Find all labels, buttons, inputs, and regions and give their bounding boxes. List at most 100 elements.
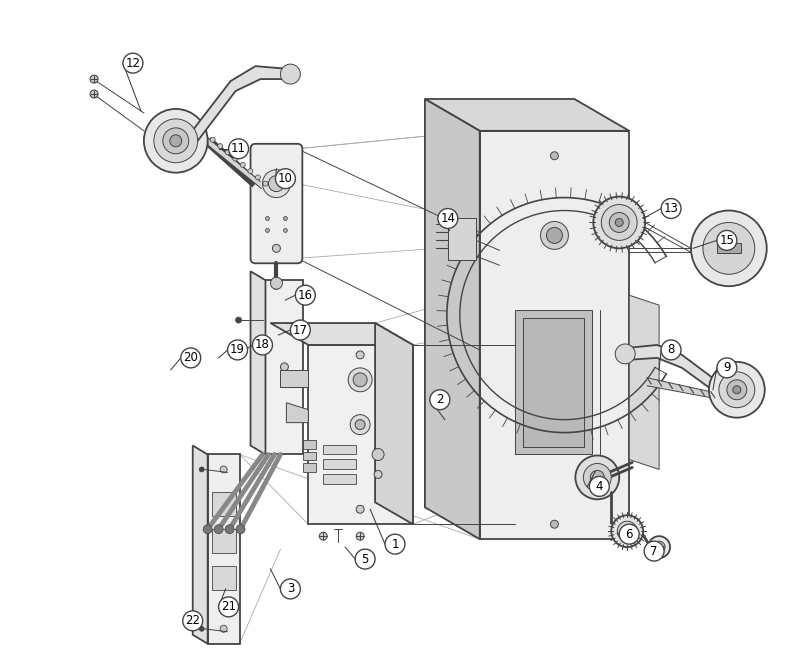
Circle shape (619, 524, 639, 544)
Circle shape (348, 368, 372, 392)
Circle shape (182, 611, 202, 631)
Circle shape (350, 415, 370, 435)
Circle shape (90, 90, 98, 98)
Polygon shape (212, 492, 235, 516)
Circle shape (615, 219, 623, 226)
Text: 6: 6 (626, 528, 633, 541)
Polygon shape (323, 460, 356, 470)
Circle shape (717, 230, 737, 250)
Circle shape (233, 156, 238, 161)
Circle shape (610, 213, 630, 232)
Polygon shape (281, 370, 308, 387)
Text: 4: 4 (595, 480, 603, 493)
Text: 16: 16 (298, 288, 313, 302)
Circle shape (228, 340, 247, 360)
Circle shape (225, 524, 234, 534)
Circle shape (163, 128, 189, 154)
Circle shape (691, 211, 766, 286)
Text: 3: 3 (286, 583, 294, 595)
Circle shape (611, 515, 643, 547)
Polygon shape (425, 99, 480, 539)
Text: 10: 10 (278, 172, 293, 185)
Circle shape (717, 358, 737, 378)
Circle shape (220, 466, 227, 473)
Text: 21: 21 (221, 600, 236, 613)
Polygon shape (630, 295, 659, 470)
Circle shape (356, 351, 364, 359)
Circle shape (727, 380, 746, 400)
Circle shape (262, 170, 290, 197)
Polygon shape (717, 244, 741, 254)
Circle shape (372, 448, 384, 460)
Circle shape (266, 228, 270, 232)
Text: 7: 7 (650, 545, 658, 557)
Circle shape (430, 390, 450, 409)
Text: 5: 5 (362, 553, 369, 565)
Polygon shape (193, 446, 208, 644)
Circle shape (235, 317, 242, 323)
Text: 18: 18 (255, 339, 270, 351)
Circle shape (374, 470, 382, 478)
Text: 13: 13 (664, 202, 678, 215)
Text: 22: 22 (186, 614, 200, 628)
Polygon shape (286, 403, 308, 423)
Circle shape (438, 209, 458, 228)
Text: 1: 1 (391, 538, 398, 551)
Polygon shape (323, 444, 356, 454)
Polygon shape (308, 345, 413, 524)
Circle shape (355, 419, 365, 429)
Circle shape (550, 520, 558, 529)
Circle shape (618, 521, 637, 541)
Polygon shape (514, 310, 592, 454)
Polygon shape (448, 219, 476, 260)
Polygon shape (323, 474, 356, 484)
Circle shape (709, 362, 765, 417)
Circle shape (90, 75, 98, 83)
Text: 19: 19 (230, 343, 245, 357)
Text: 11: 11 (231, 142, 246, 155)
Circle shape (703, 223, 754, 274)
Circle shape (653, 541, 665, 553)
Circle shape (644, 541, 664, 561)
Circle shape (275, 169, 295, 189)
Circle shape (199, 626, 204, 632)
Polygon shape (627, 345, 722, 395)
Circle shape (240, 163, 246, 167)
Polygon shape (303, 452, 316, 460)
Circle shape (273, 244, 281, 252)
Polygon shape (522, 318, 584, 446)
Polygon shape (375, 323, 413, 524)
Circle shape (385, 534, 405, 554)
Text: 20: 20 (183, 351, 198, 365)
Circle shape (575, 456, 619, 499)
Polygon shape (250, 271, 266, 454)
Circle shape (602, 205, 637, 240)
Circle shape (210, 137, 215, 142)
Circle shape (236, 524, 245, 534)
Polygon shape (212, 529, 235, 553)
Circle shape (615, 344, 635, 364)
Circle shape (661, 199, 681, 219)
Circle shape (733, 386, 741, 394)
Polygon shape (270, 323, 413, 345)
Polygon shape (190, 66, 294, 145)
Circle shape (123, 53, 143, 73)
Polygon shape (647, 378, 711, 398)
Circle shape (226, 150, 230, 155)
Polygon shape (480, 131, 630, 539)
Circle shape (661, 340, 681, 360)
Text: 17: 17 (293, 324, 308, 337)
Circle shape (218, 597, 238, 617)
Text: 14: 14 (440, 212, 455, 225)
Circle shape (290, 320, 310, 340)
Circle shape (253, 335, 273, 355)
Circle shape (281, 579, 300, 599)
Circle shape (283, 228, 287, 232)
Circle shape (550, 152, 558, 160)
Circle shape (214, 524, 223, 534)
Circle shape (170, 135, 182, 147)
Text: 8: 8 (667, 343, 674, 357)
Polygon shape (266, 280, 303, 454)
Circle shape (719, 372, 754, 407)
Circle shape (594, 197, 645, 248)
